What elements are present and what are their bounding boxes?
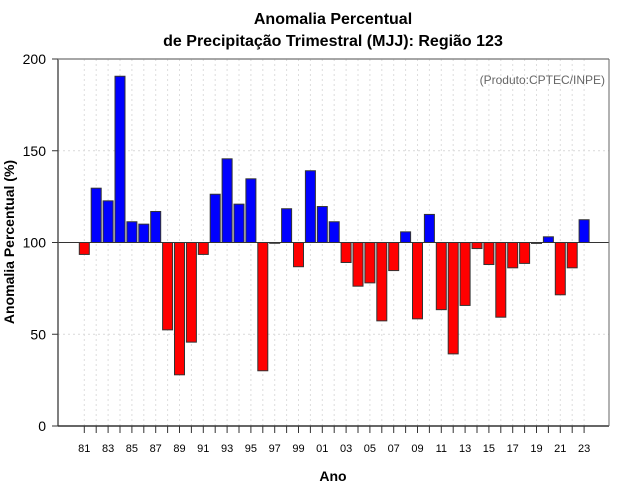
bar-2022 [566, 242, 578, 269]
bar-2001 [316, 206, 328, 243]
x-tick-label: 93 [221, 443, 233, 455]
bar-2016 [495, 242, 507, 318]
bar-2013 [459, 242, 471, 306]
y-axis-label: Anomalia Percentual (%) [1, 160, 17, 324]
bar-1992 [209, 193, 221, 243]
x-tick-label: 23 [578, 443, 590, 455]
bar-2010 [423, 213, 435, 243]
x-tick-label: 09 [411, 443, 423, 455]
y-ticks: 0 50 100 150 200 [23, 51, 58, 434]
bar-2008 [400, 231, 412, 243]
bar-2007 [388, 242, 400, 272]
bar-2009 [412, 242, 423, 320]
bar-1986 [138, 223, 150, 243]
product-credit: (Produto:CPTEC/INPE) [480, 73, 605, 87]
x-tick-label: 01 [316, 443, 328, 455]
x-tick-label: 81 [78, 443, 90, 455]
y-tick-label: 200 [23, 51, 47, 67]
x-tick-label: 91 [197, 443, 209, 455]
bar-2004 [352, 242, 364, 287]
bar-1991 [197, 242, 209, 255]
bar-1982 [90, 187, 102, 244]
bar-2005 [364, 242, 376, 284]
x-tick-label: 15 [483, 443, 495, 455]
bar-2023 [578, 219, 590, 244]
bar-2015 [483, 242, 495, 266]
x-tick-label: 17 [507, 443, 519, 455]
chart-title-line-2: de Precipitação Trimestral (MJJ): Região… [163, 33, 503, 50]
bar-1996 [257, 242, 269, 372]
y-tick-label: 0 [38, 418, 46, 434]
bar-2018 [519, 242, 531, 264]
bar-2002 [328, 221, 340, 243]
x-tick-label: 13 [459, 443, 471, 455]
bar-2012 [447, 242, 459, 355]
x-tick-label: 85 [126, 443, 138, 455]
chart-title-line-1: Anomalia Percentual [254, 11, 412, 28]
bar-1985 [126, 221, 138, 243]
bar-2020 [542, 236, 554, 243]
x-tick-label: 89 [173, 443, 185, 455]
bar-1998 [281, 208, 293, 243]
x-axis-label: Ano [319, 468, 346, 484]
x-tick-label: 95 [245, 443, 257, 455]
bar-2021 [554, 242, 566, 296]
x-tick-label: 19 [530, 443, 542, 455]
bar-2000 [304, 170, 316, 243]
x-tick-label: 05 [364, 443, 376, 455]
bar-1990 [185, 242, 197, 343]
bar-1993 [221, 158, 233, 244]
bar-2003 [340, 242, 352, 264]
x-tick-label: 97 [269, 443, 281, 455]
y-tick-label: 100 [23, 235, 47, 251]
bar-1995 [245, 178, 257, 243]
bar-1984 [114, 75, 126, 244]
bar-1989 [174, 242, 185, 376]
bar-2014 [471, 242, 483, 250]
bar-2011 [435, 242, 447, 311]
x-tick-label: 83 [102, 443, 114, 455]
bar-2017 [507, 242, 519, 269]
bar-1988 [162, 242, 174, 331]
bar-1994 [233, 203, 245, 243]
bar-1983 [102, 200, 114, 244]
x-tick-label: 99 [292, 443, 304, 455]
y-tick-label: 50 [30, 326, 46, 342]
bar-1999 [293, 242, 304, 268]
bar-1987 [150, 210, 162, 243]
x-tick-label: 03 [340, 443, 352, 455]
x-tick-label: 21 [554, 443, 566, 455]
bar-2006 [376, 242, 388, 322]
x-tick-label: 07 [388, 443, 400, 455]
x-ticks: 81 83 85 87 89 91 93 95 97 99 01 03 05 07 09 11 13 15 17 19… [78, 426, 590, 455]
y-tick-label: 150 [23, 143, 47, 159]
x-tick-label: 87 [150, 443, 162, 455]
x-tick-label: 11 [436, 443, 447, 455]
bar-1981 [78, 242, 90, 255]
